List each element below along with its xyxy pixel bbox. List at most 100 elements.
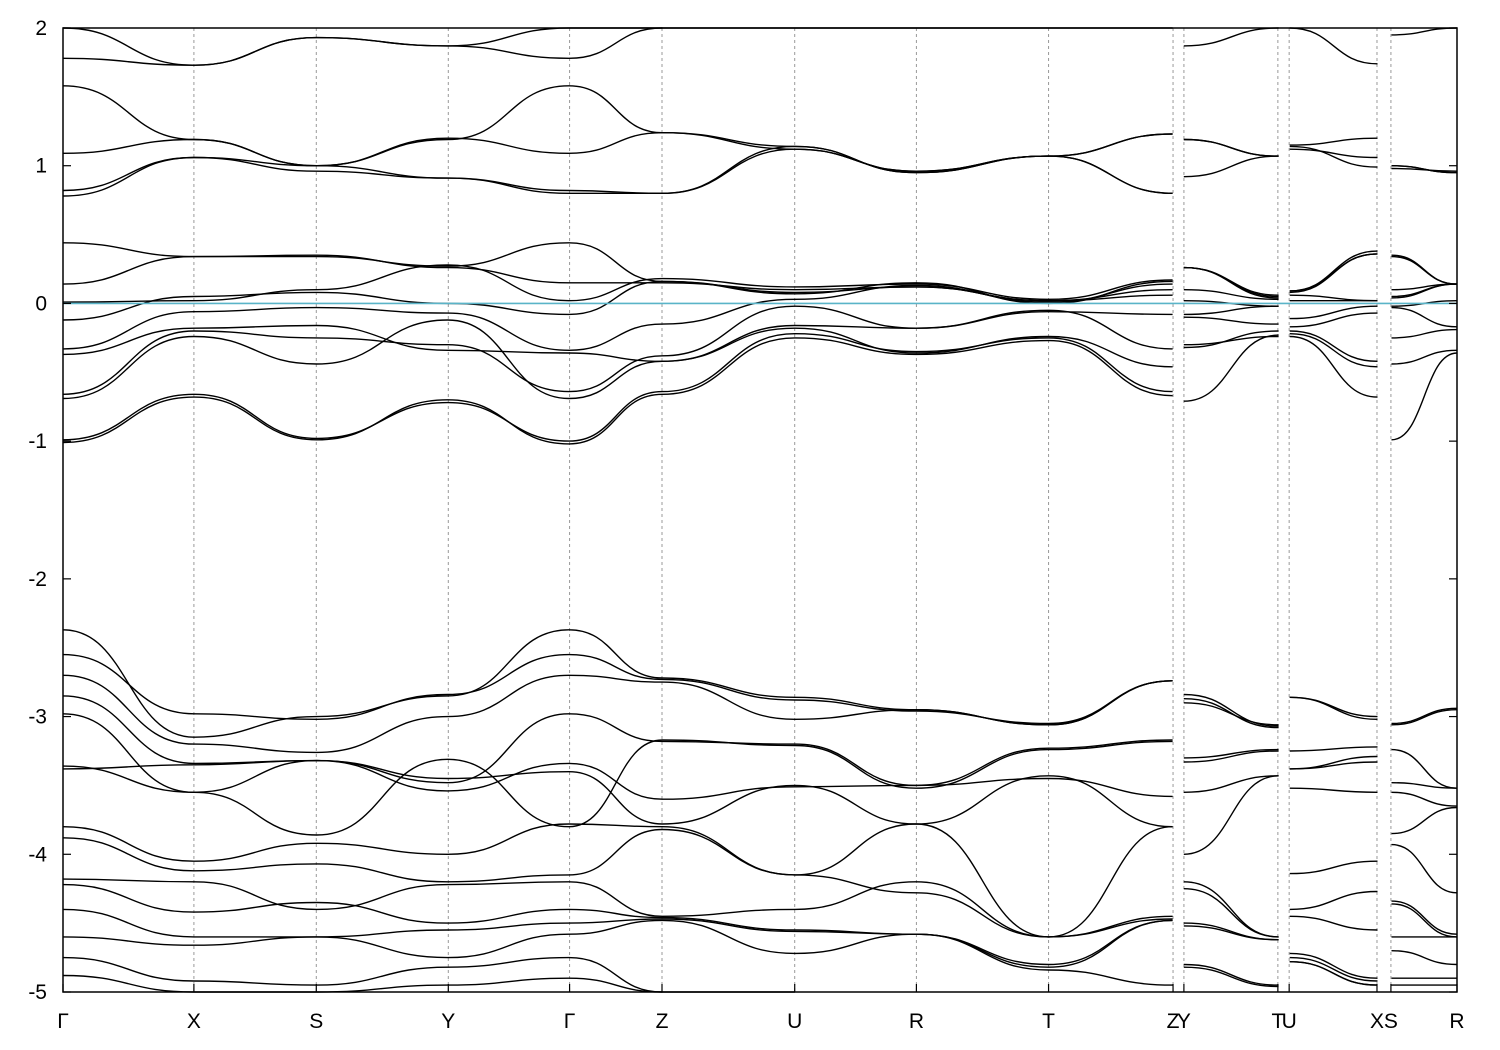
x-tick-label: R	[1449, 1010, 1464, 1033]
band-line-3	[1183, 316, 1279, 325]
band-line-7	[62, 264, 1173, 303]
band-line-10	[62, 145, 1173, 197]
band-line-21	[1289, 787, 1378, 793]
y-tick-label: 1	[35, 155, 47, 178]
band-line-22	[1183, 775, 1279, 855]
band-line-22	[62, 759, 1173, 828]
band-line-24	[62, 828, 1173, 938]
band-line-3	[62, 305, 1173, 395]
band-line-1	[1289, 333, 1378, 368]
y-tick-label: -5	[28, 981, 47, 1004]
band-line-12	[1289, 148, 1378, 159]
band-line-13	[1391, 27, 1458, 36]
band-line-24	[1183, 888, 1279, 938]
band-line-30	[62, 974, 663, 993]
band-line-24	[1289, 915, 1378, 931]
band-line-9	[1289, 294, 1378, 302]
band-line-12	[62, 132, 1173, 174]
band-line-22	[1289, 860, 1378, 875]
band-line-23	[1391, 900, 1458, 935]
band-line-11	[1289, 137, 1378, 146]
x-tick-label: Γ	[57, 1010, 69, 1033]
band-line-16	[1183, 693, 1279, 727]
y-tick-label: -1	[28, 430, 47, 453]
band-line-20	[1289, 761, 1378, 770]
band-lines	[62, 27, 1458, 993]
band-line-19	[62, 695, 1173, 787]
band-line-1	[1391, 349, 1458, 365]
band-line-29	[62, 956, 795, 993]
band-line-3	[1289, 312, 1378, 328]
band-line-28	[1289, 961, 1378, 986]
band-line-12	[1183, 138, 1279, 157]
y-axis-ticks: 2 1 0 -1 -2 -3 -4 -5	[28, 17, 1457, 1004]
band-line-18	[1289, 746, 1378, 752]
band-line-1	[1183, 330, 1279, 349]
band-line-16	[1289, 696, 1378, 718]
y-tick-label: -2	[28, 568, 47, 591]
x-tick-label: R	[909, 1010, 924, 1033]
band-line-17	[1289, 696, 1378, 720]
band-line-8	[62, 254, 1173, 302]
band-line-20	[1391, 791, 1458, 807]
band-line-21	[1391, 806, 1458, 835]
plot-frame	[62, 27, 1458, 993]
band-line-19	[1391, 782, 1458, 789]
band-line-2	[62, 319, 1173, 400]
band-line-13	[62, 85, 1173, 172]
x-tick-label: X	[187, 1010, 201, 1033]
band-line-4	[62, 311, 1173, 362]
band-line-26	[1391, 950, 1458, 966]
band-line-24	[1391, 903, 1458, 938]
band-line-17	[62, 653, 1173, 725]
band-line-22	[1391, 843, 1458, 894]
band-line-13	[1183, 27, 1279, 47]
band-line-8	[1391, 254, 1458, 285]
y-tick-label: 2	[35, 17, 47, 40]
x-tick-label: Z	[656, 1010, 669, 1033]
band-line-26	[62, 883, 1173, 966]
band-line-8	[1183, 266, 1279, 299]
band-line-15	[62, 27, 663, 66]
band-line-25	[1289, 952, 1378, 979]
x-tick-label: T	[1271, 1010, 1284, 1033]
band-line-27	[1183, 963, 1279, 986]
band-line-4	[1289, 305, 1378, 320]
band-line-19	[1183, 748, 1279, 759]
band-line-8	[1289, 253, 1378, 294]
band-line-28	[1183, 966, 1279, 988]
band-line-16	[1391, 707, 1458, 725]
band-line-12	[1391, 165, 1458, 174]
band-line-21	[62, 759, 1173, 800]
band-line-2	[1289, 330, 1378, 362]
y-tick-label: 0	[35, 292, 47, 315]
band-line-3	[1391, 306, 1458, 328]
y-tick-label: -4	[28, 843, 47, 866]
band-line-1	[62, 333, 1173, 442]
vertical-grid-lines	[193, 28, 1392, 992]
band-line-2	[1391, 328, 1458, 339]
band-line-23	[1289, 890, 1378, 911]
x-tick-label: S	[309, 1010, 323, 1033]
band-line-18	[1391, 748, 1458, 789]
band-line-11	[62, 148, 1173, 194]
band-line-18	[1183, 702, 1279, 726]
band-line-0	[1289, 335, 1378, 398]
y-tick-label: -3	[28, 706, 47, 729]
band-line-28	[62, 919, 1173, 986]
band-line-17	[1391, 709, 1458, 726]
band-line-20	[1183, 750, 1279, 763]
band-line-7	[1289, 250, 1378, 292]
band-line-25	[1183, 922, 1279, 941]
x-tick-label: Y	[441, 1010, 455, 1033]
band-line-10	[1183, 155, 1279, 178]
x-tick-label: S	[1384, 1010, 1398, 1033]
x-tick-label: U	[787, 1010, 802, 1033]
x-tick-label: X	[1370, 1010, 1384, 1033]
x-tick-label: Y	[1177, 1010, 1191, 1033]
x-tick-label: T	[1042, 1010, 1055, 1033]
band-line-25	[62, 878, 1173, 938]
band-line-26	[1183, 925, 1279, 941]
band-line-23	[62, 823, 1173, 938]
